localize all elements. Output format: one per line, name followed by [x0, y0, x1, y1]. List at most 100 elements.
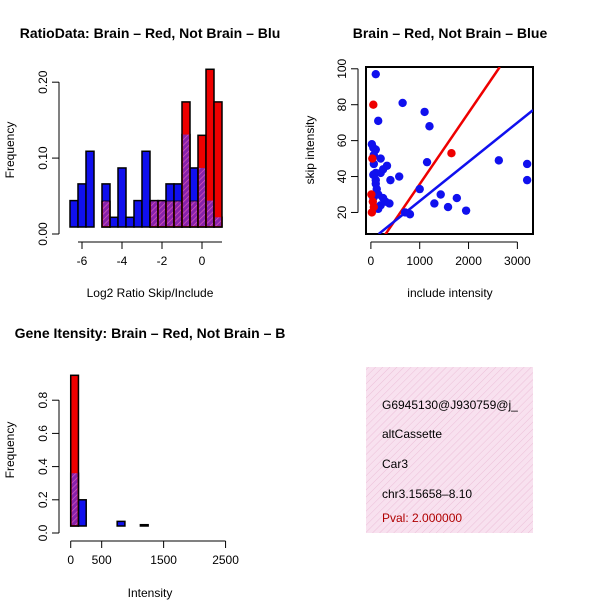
point-not-brain-2: [420, 107, 429, 117]
point-not-brain-16: [395, 172, 404, 181]
x-tick-label-3: 3000: [504, 254, 531, 268]
point-not-brain-3: [425, 122, 434, 131]
bar-overlap-13: [175, 201, 181, 226]
x-tick-label-2: -2: [157, 254, 168, 268]
point-brain-6: [447, 148, 456, 158]
bar-not-brain-9: [141, 150, 151, 228]
point-not-brain-9: [376, 154, 385, 163]
x-tick-label-2: 1500: [150, 553, 177, 567]
y-tick-label-2: 0.20: [36, 70, 50, 94]
scatter-y-axis: 20 40 60 80 100: [335, 58, 359, 219]
x-tick-label-1: -4: [117, 254, 128, 268]
y-tick-label-1: 40: [335, 170, 349, 184]
y-tick-label-0: 0.00: [36, 222, 50, 246]
scatter-frame: [365, 66, 534, 235]
point-not-brain-37: [385, 199, 394, 208]
bar-overlap-15: [191, 201, 197, 226]
x-tick-label-1: 500: [92, 553, 112, 567]
x-tick-label-1: 1000: [406, 254, 433, 268]
scatter-title: Brain – Red, Not Brain – Blue: [353, 25, 548, 41]
x-tick-label-0: 0: [368, 254, 375, 268]
bar-not-brain-8: [133, 199, 143, 228]
fit-line-not-brain: [377, 109, 533, 234]
bar-not-brain-6: [116, 520, 126, 527]
bar-brain-0: [69, 374, 80, 527]
point-not-brain-36: [400, 208, 410, 217]
bar-not-brain-7: [125, 216, 135, 228]
y-tick-label-1: 0.2: [36, 491, 50, 508]
ratio-histogram-x-axis: -6 -4 -2 0: [77, 241, 222, 268]
bar-overlap-12: [167, 201, 173, 226]
bar-overlap-17: [207, 200, 213, 226]
x-tick-label-2: 2000: [455, 254, 482, 268]
point-brain-5: [369, 202, 379, 212]
scatter-x-axis: 0 1000 2000 3000: [368, 241, 531, 268]
ratio-histogram-xlabel: Log2 Ratio Skip/Include: [87, 286, 214, 300]
point-not-brain-14: [522, 159, 532, 169]
y-tick-label-0: 20: [335, 205, 349, 219]
bar-overlap-4: [103, 201, 109, 226]
y-tick-label-3: 0.6: [36, 425, 50, 442]
y-tick-label-4: 0.8: [36, 392, 50, 409]
y-tick-label-0: 0.0: [36, 524, 50, 541]
scatter-points: [367, 69, 532, 219]
bar-overlap-11: [159, 201, 165, 226]
point-not-brain-32: [443, 202, 453, 212]
gene-intensity-x-axis: 0 500 1500 2500: [67, 540, 239, 567]
point-not-brain-12: [422, 157, 432, 167]
bar-not-brain-1: [77, 183, 87, 228]
fit-line-brain: [384, 67, 501, 234]
x-tick-label-0: -6: [77, 254, 88, 268]
scatter-xlabel: include intensity: [407, 286, 492, 300]
bar-overlap-0: [71, 473, 78, 525]
point-not-brain-15: [522, 175, 532, 185]
y-tick-label-1: 0.10: [36, 146, 50, 170]
info-pval: Pval: 2.000000: [382, 511, 462, 525]
bar-not-brain-9: [139, 523, 149, 527]
point-brain-0: [369, 100, 378, 109]
info-event-type: altCassette: [382, 427, 442, 441]
info-panel: G6945130@J930759@j_ altCassette Car3 chr…: [366, 367, 533, 533]
ratio-histogram-ylabel: Frequency: [3, 122, 17, 179]
ratio-histogram-title: RatioData: Brain – Red, Not Brain – Blu: [20, 25, 281, 41]
info-location: chr3.15658–8.10: [382, 487, 472, 501]
point-not-brain-34: [461, 206, 471, 215]
point-not-brain-13: [494, 156, 504, 165]
point-not-brain-29: [415, 184, 424, 194]
bar-not-brain-1: [77, 499, 87, 527]
x-tick-label-3: 0: [199, 254, 206, 268]
y-tick-label-2: 0.4: [36, 458, 50, 475]
info-gene-id: G6945130@J930759@j_: [382, 398, 518, 412]
x-tick-label-3: 2500: [212, 553, 239, 567]
bar-not-brain-5: [109, 216, 119, 228]
gene-intensity-ylabel: Frequency: [3, 422, 17, 479]
bar-overlap-10: [151, 201, 157, 226]
point-not-brain-31: [436, 190, 445, 199]
bar-overlap-16: [199, 167, 205, 226]
point-not-brain-38: [372, 184, 381, 194]
info-gene-name: Car3: [382, 457, 408, 471]
ratio-histogram: RatioData: Brain – Red, Not Brain – Blu …: [3, 25, 280, 300]
bar-not-brain-0: [69, 199, 79, 228]
point-not-brain-0: [371, 69, 380, 79]
intensity-scatter: Brain – Red, Not Brain – Blue 0 1000 2000 3…: [303, 25, 547, 300]
point-not-brain-33: [452, 193, 462, 203]
info-panel-background: [366, 367, 533, 533]
x-tick-label-0: 0: [67, 553, 74, 567]
gene-intensity-y-axis: 0.0 0.2 0.4 0.6 0.8: [36, 392, 60, 541]
ratio-histogram-y-axis: 0.00 0.10 0.20: [36, 70, 60, 246]
ratio-histogram-bars: [69, 68, 223, 228]
point-not-brain-17: [386, 175, 395, 185]
point-not-brain-4: [374, 116, 383, 126]
point-brain-1: [368, 154, 377, 163]
point-brain-2: [367, 190, 376, 199]
gene-intensity-xlabel: Intensity: [128, 586, 173, 600]
bar-overlap-18: [215, 217, 221, 226]
point-not-brain-30: [430, 199, 439, 208]
point-not-brain-1: [398, 98, 407, 108]
y-tick-label-4: 100: [335, 58, 349, 78]
bar-not-brain-6: [117, 167, 127, 228]
gene-intensity-bars: [69, 374, 149, 527]
y-tick-label-2: 60: [335, 134, 349, 148]
